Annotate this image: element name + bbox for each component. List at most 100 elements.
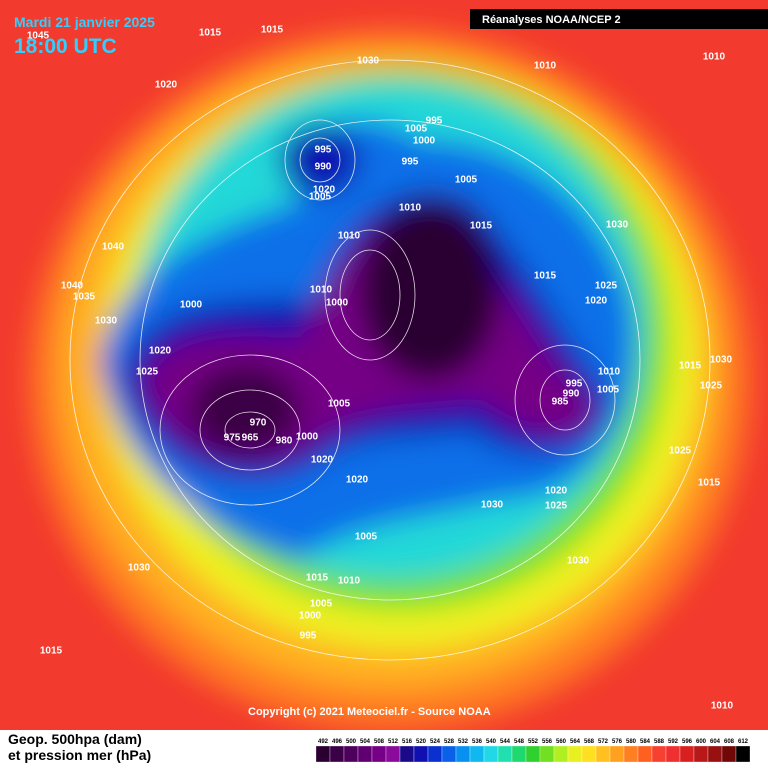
legend-label: 580 — [626, 739, 637, 745]
legend-swatch — [735, 745, 751, 763]
legend-swatch — [651, 745, 667, 763]
isobar-label: 1015 — [470, 221, 493, 232]
isobar-label: 990 — [563, 389, 580, 400]
isobar-label: 990 — [315, 162, 332, 173]
legend-swatch — [553, 745, 569, 763]
isobar-label: 995 — [315, 145, 332, 156]
legend-swatch — [469, 745, 485, 763]
legend-label: 596 — [682, 739, 693, 745]
isobar-label: 1035 — [73, 292, 96, 303]
isobar-label: 965 — [242, 433, 259, 444]
isobar-label: 1010 — [310, 285, 333, 296]
legend-label: 588 — [654, 739, 665, 745]
isobar-label: 985 — [552, 397, 569, 408]
caption-line: et pression mer (hPa) — [8, 747, 151, 763]
legend-swatch — [441, 745, 457, 763]
legend-swatch — [679, 745, 695, 763]
legend-swatch — [623, 745, 639, 763]
isobar-label: 1025 — [669, 446, 692, 457]
geopotential-field — [0, 0, 768, 730]
legend-label: 508 — [374, 739, 385, 745]
isobar-label: 1020 — [346, 475, 369, 486]
legend-label: 560 — [556, 739, 567, 745]
isobar-label: 1015 — [261, 25, 284, 36]
isobar-label: 1015 — [534, 271, 557, 282]
legend-label: 552 — [528, 739, 539, 745]
isobar-label: 1010 — [598, 367, 621, 378]
isobar-label: 1040 — [61, 281, 84, 292]
legend-swatch — [329, 745, 345, 763]
isobar-label: 1030 — [481, 500, 504, 511]
isobar-label: 1015 — [199, 28, 222, 39]
legend-label: 556 — [542, 739, 553, 745]
color-legend: 492 496 500 504 508 512 516 520 524 528 532 536 540 5… — [315, 739, 751, 763]
isobar-label: 1045 — [27, 31, 50, 42]
isobar-label: 1005 — [597, 385, 620, 396]
source-label: Réanalyses NOAA/NCEP 2 — [482, 14, 621, 26]
legend-label: 604 — [710, 739, 721, 745]
isobar-label: 1025 — [700, 381, 723, 392]
legend-label: 572 — [598, 739, 609, 745]
legend-label: 536 — [472, 739, 483, 745]
legend-swatch — [637, 745, 653, 763]
isobar-label: 1010 — [711, 701, 734, 712]
legend-swatch — [665, 745, 681, 763]
isobar-label: 1025 — [595, 281, 618, 292]
legend-label: 524 — [430, 739, 441, 745]
legend-swatch — [595, 745, 611, 763]
legend-swatch — [427, 745, 443, 763]
isobar-label: 1020 — [311, 455, 334, 466]
isobar-label: 1000 — [326, 298, 349, 309]
isobar-label: 1030 — [95, 316, 118, 327]
isobar-label: 1010 — [338, 576, 361, 587]
isobar-label: 1020 — [313, 185, 336, 196]
isobar-label: 1000 — [296, 432, 319, 443]
legend-swatch — [343, 745, 359, 763]
legend-swatch — [483, 745, 499, 763]
isobar-label: 1030 — [567, 556, 590, 567]
isobar-label: 1025 — [136, 367, 159, 378]
isobar-label: 1030 — [606, 220, 629, 231]
legend-swatch — [399, 745, 415, 763]
legend-swatch — [693, 745, 709, 763]
legend-label: 512 — [388, 739, 399, 745]
isobar-label: 1020 — [155, 80, 178, 91]
legend-label: 564 — [570, 739, 581, 745]
legend-swatch — [721, 745, 737, 763]
time-label: 18:00 UTC — [14, 35, 117, 58]
caption-line: Geop. 500hpa (dam) — [8, 731, 142, 747]
legend-label: 528 — [444, 739, 455, 745]
legend-label: 568 — [584, 739, 595, 745]
legend-swatch — [455, 745, 471, 763]
isobars — [69, 59, 711, 661]
isobar-label: 1005 — [355, 532, 378, 543]
legend-swatch — [525, 745, 541, 763]
legend-swatch — [609, 745, 625, 763]
legend-label: 612 — [738, 739, 749, 745]
isobar-label: 995 — [426, 116, 443, 127]
isobar-label: 975 — [224, 433, 241, 444]
legend-label: 592 — [668, 739, 679, 745]
legend-swatch — [539, 745, 555, 763]
legend-label: 516 — [402, 739, 413, 745]
isobar-label: 1040 — [102, 242, 125, 253]
isobar-label: 1000 — [413, 136, 436, 147]
isobar-label: 1010 — [703, 52, 726, 63]
legend-swatch — [581, 745, 597, 763]
legend-label: 608 — [724, 739, 735, 745]
isobar-label: 1005 — [405, 124, 428, 135]
isobar-label: 1020 — [149, 346, 172, 357]
legend-label: 584 — [640, 739, 651, 745]
legend-swatch — [371, 745, 387, 763]
isobar-label: 1030 — [357, 56, 380, 67]
legend-label: 492 — [318, 739, 329, 745]
isobar-label: 1010 — [399, 203, 422, 214]
legend-swatch — [567, 745, 583, 763]
isobar-label: 1030 — [128, 563, 151, 574]
isobar-label: 1020 — [545, 486, 568, 497]
legend-label: 520 — [416, 739, 427, 745]
source-bar — [470, 9, 768, 29]
isobar-label: 995 — [566, 379, 583, 390]
